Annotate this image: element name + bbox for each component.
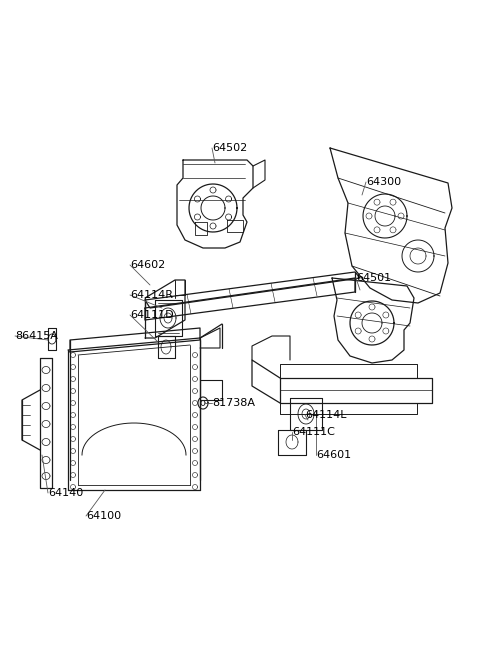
- Text: 86415A: 86415A: [15, 331, 58, 341]
- Text: 64140: 64140: [48, 488, 83, 498]
- Text: 64111D: 64111D: [130, 310, 174, 320]
- Text: 64501: 64501: [356, 273, 391, 283]
- Text: 64502: 64502: [212, 143, 247, 153]
- Text: 64111C: 64111C: [292, 427, 335, 437]
- Text: 64601: 64601: [316, 450, 351, 460]
- Text: 64114R: 64114R: [130, 290, 173, 300]
- Text: 64114L: 64114L: [305, 410, 347, 420]
- Text: 64602: 64602: [130, 260, 165, 270]
- Text: 64100: 64100: [86, 511, 121, 521]
- Text: 64300: 64300: [366, 177, 401, 187]
- Text: 81738A: 81738A: [212, 398, 255, 408]
